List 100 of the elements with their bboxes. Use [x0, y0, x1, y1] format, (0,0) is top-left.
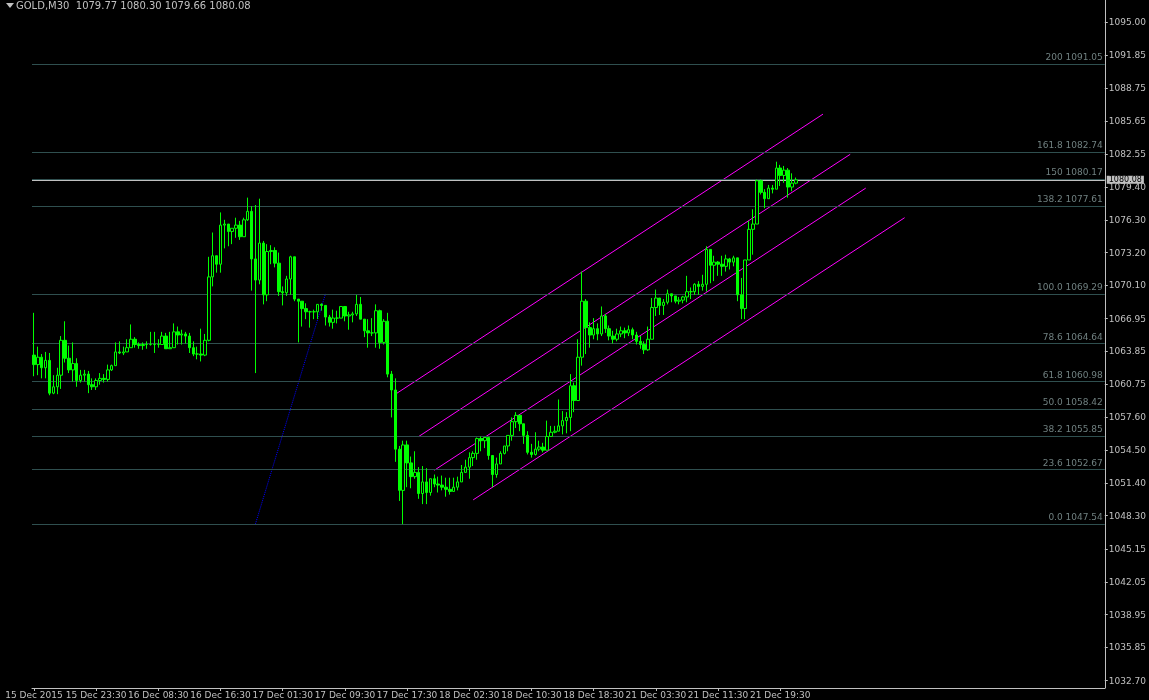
candlestick: [728, 257, 731, 270]
y-tick-label: 1038.95: [1108, 609, 1146, 620]
candlestick: [775, 161, 778, 190]
candlestick: [468, 451, 471, 480]
candlestick: [153, 331, 156, 354]
candlestick: [164, 332, 168, 350]
candlestick: [724, 254, 728, 273]
candlestick: [98, 372, 102, 386]
y-tick-label: 1066.95: [1108, 313, 1146, 324]
candlestick: [401, 440, 405, 525]
y-tick-label: 1048.30: [1108, 510, 1147, 521]
y-tick-label: 1054.50: [1108, 445, 1147, 456]
candlestick: [693, 282, 696, 296]
candlestick: [600, 305, 603, 337]
y-tick-label: 1035.85: [1108, 642, 1146, 653]
candlestick: [436, 476, 440, 493]
candlestick: [137, 341, 141, 350]
x-tick-label: 15 Dec 23:30: [65, 689, 127, 700]
x-tick-label: 21 Dec 11:30: [687, 689, 749, 700]
y-tick-label: 1070.10: [1108, 280, 1147, 291]
ref-line-label: 61.8 1060.98: [1042, 370, 1104, 381]
candlestick: [786, 167, 790, 199]
candlestick: [160, 331, 164, 346]
x-tick-label: 17 Dec 01:30: [252, 689, 314, 700]
candlestick: [619, 326, 623, 338]
candlestick: [444, 477, 448, 498]
x-tick-label: 18 Dec 02:30: [439, 689, 500, 700]
candlestick: [32, 312, 36, 377]
y-tick-label: 1032.70: [1108, 675, 1147, 686]
x-tick-label: 16 Dec 16:30: [190, 689, 252, 700]
candlestick: [545, 420, 549, 451]
y-tick-label: 1091.85: [1108, 50, 1146, 61]
y-tick-label: 1076.30: [1108, 214, 1147, 225]
y-tick-label: 1079.40: [1108, 182, 1147, 193]
x-tick-label: 21 Dec 03:30: [625, 689, 687, 700]
candlestick: [339, 305, 343, 319]
ref-line-label: 23.6 1052.67: [1042, 458, 1103, 469]
candlestick: [238, 220, 242, 241]
ref-line-label: 200 1091.05: [1045, 52, 1103, 63]
chart-title: GOLD,M30 1079.77 1080.30 1079.66 1080.08: [16, 0, 251, 11]
candlestick: [557, 398, 560, 432]
ref-line-label: 50.0 1058.42: [1042, 397, 1103, 408]
candlestick: [615, 328, 619, 342]
candlestick: [670, 293, 673, 303]
candlestick: [94, 377, 98, 391]
x-tick-label: 17 Dec 17:30: [376, 689, 438, 700]
x-tick-label: 17 Dec 09:30: [314, 689, 376, 700]
ref-line-label: 138.2 1077.61: [1036, 194, 1103, 205]
x-tick-label: 21 Dec 19:30: [749, 689, 811, 700]
candlestick: [534, 431, 537, 456]
candlestick: [635, 331, 638, 346]
candlestick: [705, 245, 708, 293]
candlestick: [623, 327, 627, 339]
y-tick-label: 1082.55: [1108, 148, 1146, 159]
ref-line-label: 161.8 1082.74: [1036, 140, 1104, 151]
x-tick-label: 16 Dec 08:30: [128, 689, 189, 700]
candlestick: [374, 303, 378, 349]
candlestick: [452, 477, 455, 492]
candlestick: [639, 335, 642, 350]
candlestick: [219, 211, 222, 274]
candlestick: [448, 477, 452, 496]
y-tick-label: 1042.05: [1108, 576, 1146, 587]
candlestick: [87, 370, 90, 394]
candlestick: [141, 341, 145, 351]
candlestick: [425, 467, 428, 505]
candlestick: [106, 364, 110, 383]
candlestick: [176, 326, 180, 346]
candlestick: [611, 330, 615, 344]
y-tick-label: 1060.75: [1108, 379, 1146, 390]
candlestick: [331, 309, 335, 330]
y-tick-label: 1063.85: [1108, 346, 1146, 357]
candlestick: [129, 323, 133, 349]
ref-line-label: 0.0 1047.54: [1048, 512, 1104, 523]
candlestick: [265, 243, 269, 302]
candlestick: [778, 164, 782, 187]
ref-line-label: 150 1080.17: [1045, 167, 1103, 178]
y-tick-label: 1057.60: [1108, 412, 1147, 423]
ref-line-label: 1080.08: [1108, 175, 1142, 185]
y-tick-label: 1095.00: [1108, 17, 1147, 28]
candlestick: [199, 328, 203, 362]
candlestick: [569, 373, 572, 432]
x-tick-label: 18 Dec 10:30: [501, 689, 562, 700]
candlestick: [316, 303, 319, 320]
candlestick: [421, 465, 424, 505]
ref-line-label: 38.2 1055.85: [1042, 424, 1103, 435]
candlestick: [324, 304, 327, 327]
ref-line-label: 78.6 1064.64: [1042, 331, 1104, 342]
x-tick-label: 15 Dec 2015: [5, 689, 63, 700]
y-tick-label: 1051.40: [1108, 477, 1147, 488]
candlestick: [48, 352, 51, 396]
candlestick: [685, 275, 689, 303]
candlestick: [114, 341, 117, 367]
y-tick-label: 1085.65: [1108, 116, 1146, 127]
candlestick: [716, 260, 720, 277]
candlestick: [674, 295, 677, 304]
candlestick: [180, 329, 183, 346]
candlestick: [720, 255, 724, 277]
candlestick: [627, 325, 630, 337]
ref-line-label: 100.0 1069.29: [1036, 282, 1104, 293]
candlestick: [71, 341, 75, 383]
